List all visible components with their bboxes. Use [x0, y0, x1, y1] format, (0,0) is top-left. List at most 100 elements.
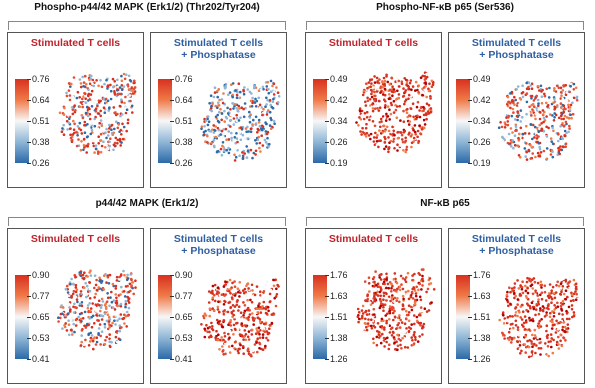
cell-point: [379, 91, 382, 94]
cell-point: [99, 79, 102, 82]
colorbar-tick-label: 0.64: [170, 95, 193, 105]
cell-point: [397, 337, 401, 341]
cell-point: [102, 274, 106, 277]
cell-point: [514, 294, 517, 298]
cell-point: [82, 343, 86, 347]
cell-point: [217, 333, 220, 336]
cell-point: [222, 312, 226, 316]
cell-point: [216, 286, 220, 289]
cell-point: [125, 92, 129, 95]
cell-point: [250, 333, 254, 336]
cell-point: [246, 137, 249, 140]
cell-point: [554, 113, 558, 117]
cell-point: [506, 141, 510, 145]
cell-point: [116, 319, 119, 322]
cell-point: [264, 105, 267, 108]
cell-point: [555, 319, 558, 323]
cell-point: [394, 288, 397, 292]
cell-point: [100, 303, 103, 307]
cell-point: [387, 150, 390, 154]
cell-point: [213, 129, 217, 132]
cell-point: [374, 104, 377, 107]
cell-point: [233, 294, 237, 297]
cell-point: [206, 330, 209, 334]
cell-point: [402, 109, 405, 113]
cell-point: [370, 82, 373, 85]
cell-point: [74, 109, 77, 112]
cell-point: [561, 325, 565, 329]
panel-title: Stimulated T cells: [306, 233, 441, 245]
umap-scatter: [498, 276, 579, 359]
cell-point: [73, 302, 76, 306]
colorbar-tick-label: 0.51: [27, 116, 50, 126]
cell-point: [540, 286, 543, 289]
cell-point: [267, 91, 271, 95]
cell-point: [257, 121, 261, 124]
cell-point: [404, 150, 407, 154]
cell-point: [233, 327, 237, 331]
colorbar-tick-label: 0.53: [170, 333, 193, 343]
cell-point: [361, 316, 364, 320]
cell-point: [224, 342, 227, 346]
cell-point: [574, 298, 578, 301]
cell-point: [376, 301, 379, 304]
cell-point: [560, 309, 564, 312]
cell-point: [565, 122, 568, 126]
cell-point: [105, 103, 109, 106]
cell-point: [268, 138, 271, 142]
cell-point: [516, 340, 520, 343]
cell-point: [63, 324, 66, 327]
cell-point: [380, 330, 384, 333]
cell-point: [266, 115, 269, 119]
cell-point: [401, 303, 405, 306]
cell-point: [108, 325, 112, 329]
cell-point: [559, 148, 563, 151]
colorbar-tick-label: 0.26: [27, 158, 50, 168]
cell-point: [407, 326, 411, 329]
colorbar-tick-label: 0.38: [27, 137, 50, 147]
cell-point: [514, 118, 517, 121]
cell-point: [113, 308, 117, 311]
cell-point: [91, 78, 95, 82]
cell-point: [421, 94, 425, 97]
cell-point: [506, 316, 510, 319]
cell-point: [375, 343, 379, 347]
cell-point: [420, 119, 424, 122]
cell-point: [61, 312, 64, 315]
cell-point: [91, 339, 95, 343]
cell-point: [112, 131, 116, 135]
cell-point: [508, 286, 511, 289]
cell-point: [538, 337, 542, 341]
cell-point: [65, 91, 68, 95]
cell-point: [385, 312, 389, 316]
cell-point: [422, 113, 426, 117]
cell-point: [514, 306, 518, 309]
colorbar-tick-label: 1.51: [325, 312, 348, 322]
cell-point: [127, 299, 130, 303]
cell-point: [120, 74, 123, 78]
cell-point: [362, 89, 366, 93]
cell-point: [106, 327, 110, 331]
cell-point: [99, 139, 103, 142]
cell-point: [100, 122, 104, 126]
cell-point: [422, 109, 425, 112]
cell-point: [82, 144, 86, 147]
cell-point: [110, 128, 113, 131]
cell-point: [520, 318, 524, 321]
cell-point: [371, 120, 375, 123]
cell-point: [540, 101, 544, 105]
cell-point: [115, 120, 118, 123]
cell-point: [429, 95, 432, 98]
cell-point: [248, 309, 251, 312]
cell-point: [76, 300, 79, 304]
cell-point: [118, 104, 122, 108]
cell-point: [399, 339, 402, 342]
cell-point: [124, 299, 128, 303]
cell-point: [523, 328, 527, 331]
cell-point: [366, 322, 370, 325]
cell-point: [120, 100, 124, 104]
cell-point: [83, 146, 86, 149]
figure-group-phospho-nfkb: Phospho-NF-κB p65 (Ser536) Stimulated T …: [300, 2, 590, 190]
cell-point: [535, 327, 539, 331]
cell-point: [380, 302, 383, 305]
